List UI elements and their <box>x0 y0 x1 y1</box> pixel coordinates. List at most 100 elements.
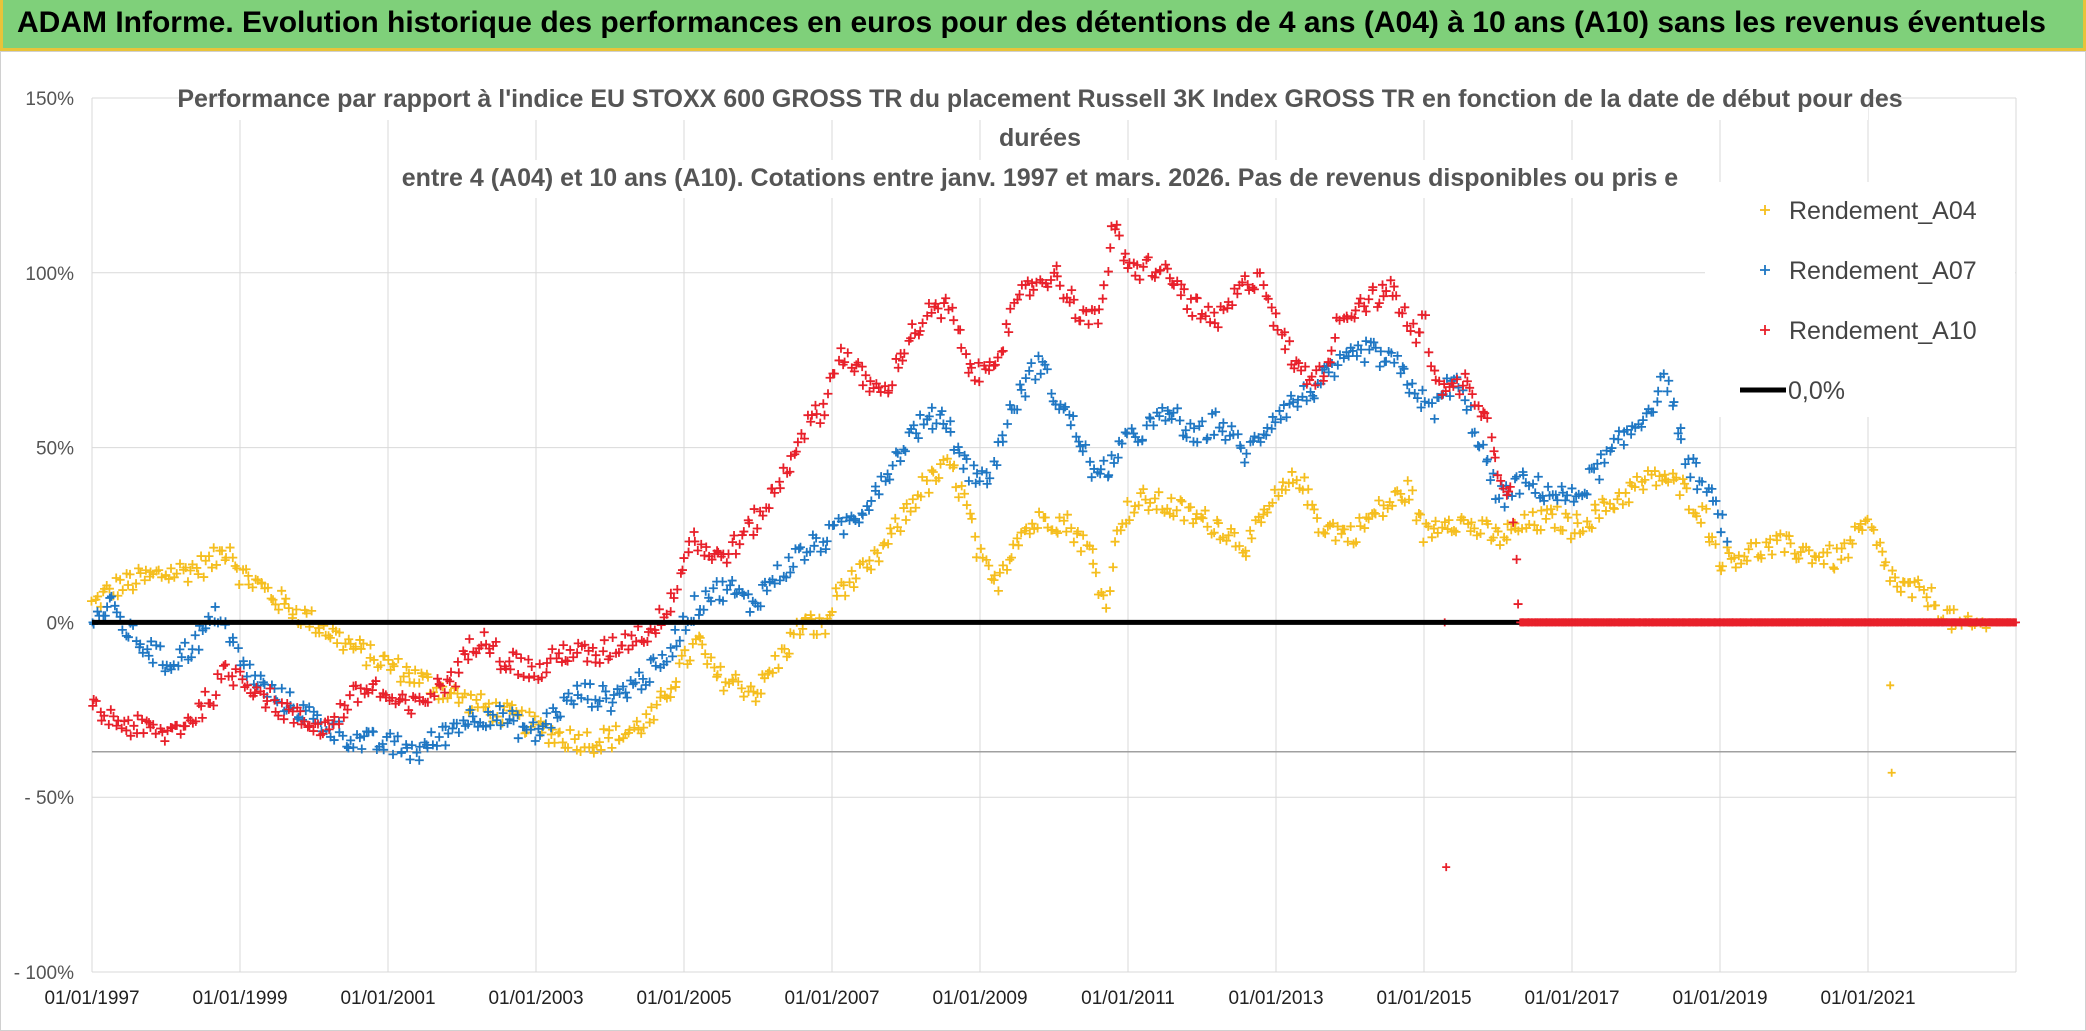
data-point <box>1182 304 1192 314</box>
data-point <box>1860 516 1870 526</box>
data-point <box>666 607 676 617</box>
data-point <box>423 672 433 682</box>
data-point <box>1431 516 1441 526</box>
data-point <box>764 503 774 513</box>
data-point <box>779 644 789 654</box>
data-point <box>220 659 230 669</box>
data-point <box>614 735 624 745</box>
data-point <box>485 648 495 658</box>
data-point <box>1485 475 1495 485</box>
data-point <box>572 681 582 691</box>
data-point <box>876 472 886 482</box>
data-point <box>1028 285 1038 295</box>
data-point <box>250 688 260 698</box>
data-point <box>1433 528 1443 538</box>
data-point <box>839 580 849 590</box>
data-point <box>731 549 741 559</box>
data-point <box>1107 450 1117 460</box>
data-point <box>1376 346 1386 356</box>
data-point <box>1071 432 1081 442</box>
data-point <box>898 356 908 366</box>
data-point <box>1094 304 1104 314</box>
data-point <box>1839 538 1849 548</box>
data-point <box>288 609 298 619</box>
data-point <box>1254 433 1264 443</box>
data-point <box>1149 420 1159 430</box>
data-point <box>811 533 821 543</box>
data-point <box>911 428 921 438</box>
data-point <box>1449 526 1459 536</box>
data-point <box>858 510 868 520</box>
data-point <box>893 448 903 458</box>
data-point <box>196 551 206 561</box>
data-point <box>1108 562 1118 572</box>
data-point <box>618 681 628 691</box>
data-point <box>1233 429 1243 439</box>
data-point <box>1179 515 1189 525</box>
data-point <box>756 601 766 611</box>
data-point <box>251 682 261 692</box>
data-point <box>1361 336 1371 346</box>
data-point <box>728 537 738 547</box>
legend-item: 0,0% <box>1740 377 1845 405</box>
data-point <box>1192 293 1202 303</box>
data-point <box>1682 483 1692 493</box>
data-point <box>1155 265 1165 275</box>
data-point <box>1885 576 1895 586</box>
data-point <box>92 607 102 617</box>
data-point <box>1596 449 1606 459</box>
data-point <box>1440 517 1450 527</box>
data-point <box>1508 517 1518 527</box>
data-point <box>621 688 631 698</box>
data-point <box>1319 371 1329 381</box>
data-point <box>160 736 170 746</box>
data-point <box>1245 526 1255 536</box>
data-point <box>105 593 115 603</box>
data-point <box>1551 490 1561 500</box>
data-point <box>1528 507 1538 517</box>
data-point <box>1205 317 1215 327</box>
data-point <box>1002 565 1012 575</box>
data-point <box>451 681 461 691</box>
data-point <box>112 721 122 731</box>
data-point <box>752 523 762 533</box>
data-point <box>1105 243 1115 253</box>
data-point <box>1676 423 1686 433</box>
data-point <box>513 710 523 720</box>
data-point <box>1012 295 1022 305</box>
data-point <box>488 710 498 720</box>
data-point <box>618 733 628 743</box>
data-point <box>911 503 921 513</box>
data-point <box>895 456 905 466</box>
data-point <box>535 659 545 669</box>
data-point <box>157 727 167 737</box>
data-point <box>958 464 968 474</box>
data-point <box>990 360 1000 370</box>
data-point <box>1552 495 1562 505</box>
data-point <box>465 705 475 715</box>
data-point <box>542 667 552 677</box>
banner: ADAM Informe. Evolution historique des p… <box>0 0 2086 51</box>
data-point <box>651 628 661 638</box>
data-point <box>1276 414 1286 424</box>
data-point <box>507 706 517 716</box>
data-point <box>927 403 937 413</box>
data-point <box>1697 502 1707 512</box>
data-point <box>1222 536 1231 546</box>
data-point <box>965 509 975 519</box>
data-point <box>484 699 494 709</box>
data-point <box>1256 437 1266 447</box>
data-point <box>1002 419 1012 429</box>
data-point <box>976 544 986 554</box>
data-point <box>1120 249 1130 259</box>
data-point <box>1847 539 1857 549</box>
data-point <box>989 361 999 371</box>
legend-label: Rendement_A04 <box>1789 197 1977 225</box>
data-point <box>123 580 133 590</box>
data-point <box>393 731 403 741</box>
data-point <box>234 580 244 590</box>
data-point <box>1493 470 1503 480</box>
data-point <box>606 706 616 716</box>
data-point <box>1110 224 1120 234</box>
data-point <box>423 743 433 753</box>
